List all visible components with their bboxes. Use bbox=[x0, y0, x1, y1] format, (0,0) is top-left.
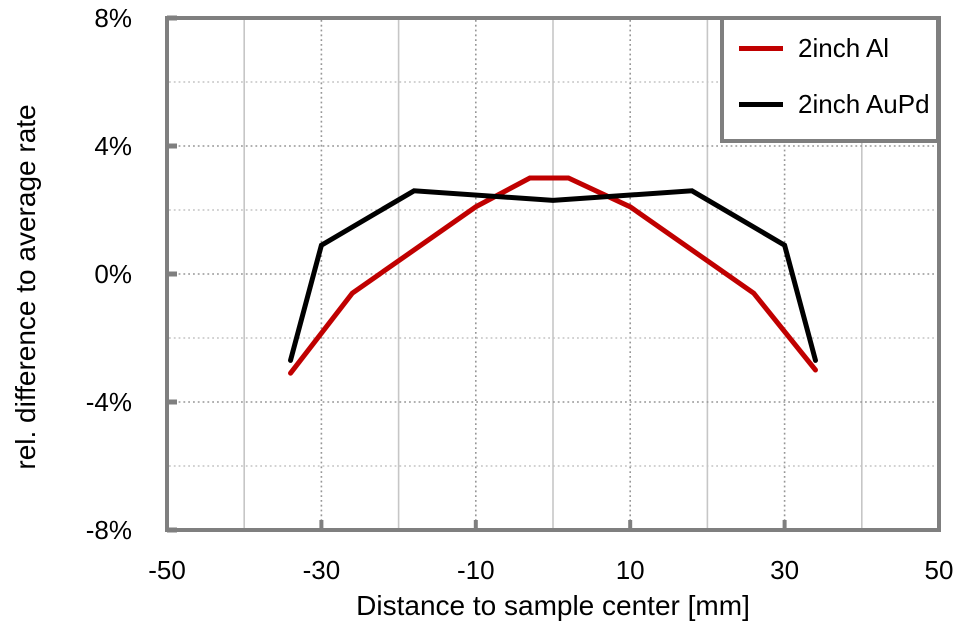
legend: 2inch Al 2inch AuPd bbox=[720, 16, 940, 143]
y-tick-label: 8% bbox=[94, 3, 132, 33]
legend-entry-aupd: 2inch AuPd bbox=[739, 76, 936, 132]
series-line-al bbox=[288, 175, 818, 376]
x-tick-label: 50 bbox=[924, 555, 954, 585]
x-tick-label: -30 bbox=[302, 555, 341, 585]
x-axis-ticks bbox=[319, 520, 787, 530]
x-tick-label: -10 bbox=[457, 555, 495, 585]
x-axis-title: Distance to sample center [mm] bbox=[356, 590, 750, 621]
y-tick-label: -4% bbox=[85, 387, 132, 417]
y-tick-label: 4% bbox=[94, 131, 132, 161]
legend-entry-al: 2inch Al bbox=[739, 20, 936, 76]
y-tick-label: 0% bbox=[94, 259, 132, 289]
plot-frame bbox=[165, 16, 941, 532]
legend-line-sample-aupd-icon bbox=[739, 101, 783, 107]
x-gridlines-major bbox=[320, 20, 786, 528]
legend-line-sample-al-icon bbox=[739, 45, 783, 51]
y-tick-label: -8% bbox=[85, 515, 132, 545]
series-line-aupd bbox=[288, 188, 818, 363]
x-tick-label: 10 bbox=[615, 555, 645, 585]
legend-label-al: 2inch Al bbox=[798, 32, 890, 63]
legend-label-aupd: 2inch AuPd bbox=[798, 88, 930, 119]
y-gridlines-major bbox=[169, 145, 937, 403]
x-tick-label: 30 bbox=[770, 555, 800, 585]
x-tick-label: -50 bbox=[148, 555, 186, 585]
